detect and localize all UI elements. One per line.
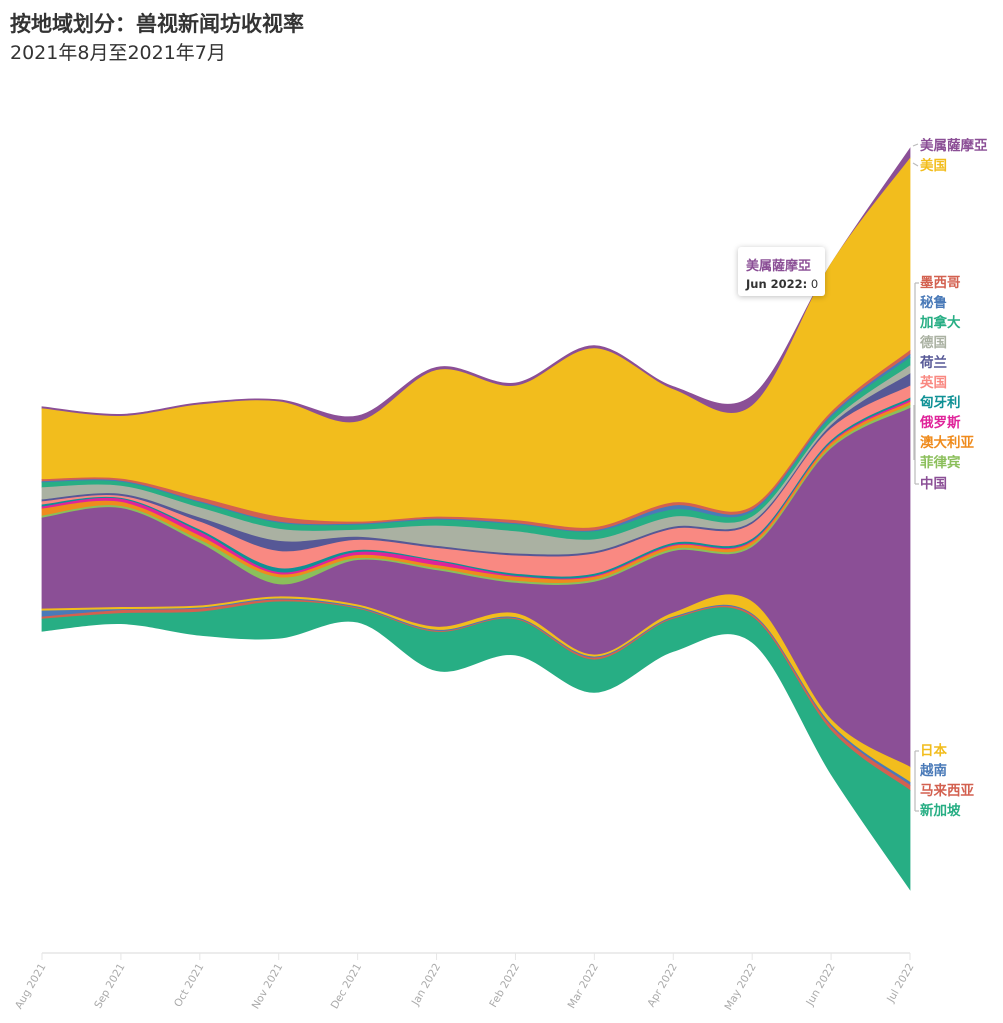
x-tick-label: Apr 2022 [645, 962, 680, 1010]
series-label[interactable]: 菲律宾 [920, 454, 961, 471]
connector [912, 162, 919, 167]
x-tick-label: Sep 2021 [92, 962, 127, 1011]
x-axis: Aug 2021 Sep 2021 Oct 2021 Nov 2021 Dec 2021… [13, 952, 917, 1013]
label-connectors [912, 143, 919, 812]
series-label[interactable]: 中国 [920, 475, 947, 492]
stream-layer-1[interactable] [41, 157, 911, 529]
series-label[interactable]: 越南 [919, 762, 947, 779]
series-label[interactable]: 墨西哥 [920, 275, 961, 291]
chart-title: 按地域划分：兽视新闻坊收视率 [10, 12, 304, 36]
x-tick-label: Jan 2022 [409, 962, 443, 1009]
series-label[interactable]: 马来西亚 [920, 783, 974, 799]
x-tick-label: May 2022 [722, 962, 758, 1013]
series-label[interactable]: 日本 [920, 742, 948, 759]
chart-subtitle: 2021年8月至2021年7月 [10, 42, 226, 64]
series-label[interactable]: 澳大利亚 [920, 434, 974, 451]
tooltip-series: 美属薩摩亞 [746, 259, 812, 274]
x-tick-label: Mar 2022 [566, 962, 601, 1011]
series-label[interactable]: 美国 [920, 157, 947, 174]
series-label[interactable]: 荷兰 [919, 354, 947, 371]
series-label[interactable]: 德国 [920, 334, 947, 351]
series-label[interactable]: 秘鲁 [920, 294, 947, 311]
x-tick-label: Dec 2021 [329, 962, 365, 1012]
series-label[interactable]: 加拿大 [919, 314, 961, 331]
stream-layers [41, 147, 911, 891]
tooltip-month: Jun 2022: [746, 277, 808, 291]
x-tick-label: Aug 2021 [13, 962, 49, 1012]
x-tick-label: Nov 2021 [250, 962, 286, 1012]
series-label[interactable]: 新加坡 [920, 802, 961, 819]
x-tick-label: Jun 2022 [804, 962, 838, 1009]
series-label[interactable]: 英国 [919, 374, 947, 391]
series-label[interactable]: 匈牙利 [920, 394, 961, 411]
series-label[interactable]: 俄罗斯 [919, 414, 961, 431]
series-label[interactable]: 美属薩摩亞 [920, 137, 988, 154]
tooltip: 美属薩摩亞 Jun 2022: 0 [738, 247, 825, 296]
x-tick-label: Feb 2022 [487, 962, 522, 1010]
tooltip-value: 0 [810, 277, 819, 291]
x-tick-label: Jul 2022 [884, 962, 916, 1006]
x-tick-label: Oct 2021 [172, 962, 207, 1010]
series-labels: 美属薩摩亞美国墨西哥秘鲁加拿大德国荷兰英国匈牙利俄罗斯澳大利亚菲律宾中国日本越南… [919, 137, 988, 819]
connector [912, 143, 919, 147]
stream-layer-16[interactable] [41, 601, 911, 891]
